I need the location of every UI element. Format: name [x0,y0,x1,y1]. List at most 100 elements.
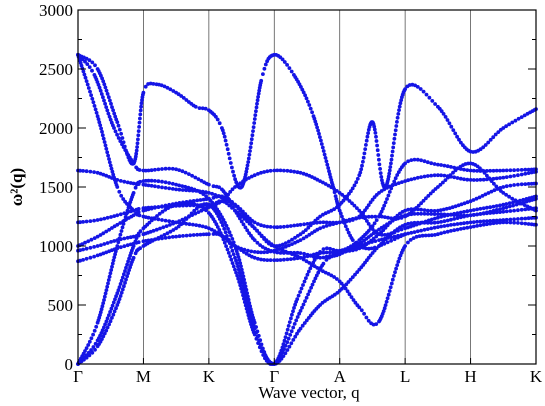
data-point [481,206,486,211]
data-point [315,177,320,182]
data-point [318,303,322,307]
data-point [441,180,445,185]
data-point [488,205,493,210]
data-point [305,222,310,226]
data-point [108,98,112,103]
data-point [465,220,470,225]
data-point [393,176,398,181]
data-point [239,267,244,272]
data-point [290,237,294,242]
data-point [295,315,300,319]
data-point [227,156,232,161]
data-point [230,187,235,192]
data-point [471,213,476,217]
data-point [113,114,118,119]
data-point [204,194,209,199]
data-point [362,151,367,156]
data-point [475,207,479,212]
data-point [474,196,479,201]
data-point [230,242,234,246]
data-point [318,226,322,231]
data-point [246,248,250,253]
data-point [395,263,400,267]
data-point [124,217,128,222]
data-point [519,221,524,226]
data-point [322,152,327,157]
data-point [318,179,322,184]
data-point [337,220,342,225]
data-point [293,302,297,307]
data-point [203,106,208,111]
data-point [390,149,395,154]
data-point [104,105,109,109]
data-point [87,65,92,69]
data-point [242,217,247,221]
data-point [313,276,318,281]
data-point [287,239,291,244]
data-point [354,247,358,252]
data-point [488,221,493,226]
data-point [344,249,349,254]
data-point [217,121,222,126]
data-point [306,99,310,104]
data-point [343,286,348,291]
data-point [412,176,417,181]
data-point [84,353,89,357]
data-point [439,220,443,224]
data-point [149,178,154,183]
data-point [275,168,280,173]
data-point [239,264,243,269]
data-point [306,269,311,274]
data-point [93,341,98,346]
data-point [287,251,291,255]
x-tick-label: H [464,367,476,386]
data-point [88,169,93,174]
data-point [92,245,96,249]
data-point [229,233,233,238]
data-point [406,207,410,212]
data-point [106,111,111,116]
data-point [156,237,161,241]
data-point [191,199,196,203]
data-point [347,199,352,203]
data-point [105,215,110,220]
data-point [387,289,392,293]
y-tick-label: 3000 [39,1,73,20]
data-point [125,235,130,240]
data-point [226,192,231,197]
data-point [230,261,235,265]
data-point [299,286,304,291]
data-point [415,229,420,234]
data-point [523,171,528,176]
data-point [104,250,109,255]
data-point [399,216,404,220]
data-point [115,303,120,307]
data-point [259,257,263,262]
data-point [275,225,280,230]
data-point [390,277,395,282]
data-point [288,257,293,261]
data-point [211,232,216,236]
data-point [458,221,463,226]
data-point [117,285,122,289]
data-point [422,159,427,164]
data-point [436,208,440,213]
data-point [387,190,392,194]
data-point [116,123,121,128]
data-point [360,215,365,220]
data-point [111,108,115,113]
data-point [227,239,232,244]
data-point [411,223,416,228]
data-point [298,170,303,175]
data-point [516,116,521,121]
data-point [85,62,90,66]
data-point [349,295,354,299]
data-point [488,168,493,173]
data-point [295,297,300,301]
data-point [167,166,172,171]
data-point [282,257,286,262]
data-point [291,338,296,342]
data-point [99,217,103,222]
data-point [115,185,120,189]
data-point [388,165,393,169]
